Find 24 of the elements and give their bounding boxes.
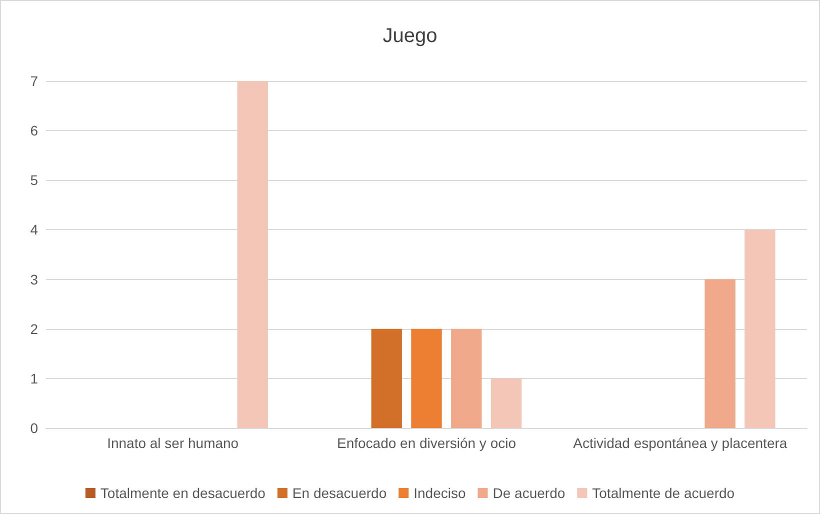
- bar: [371, 328, 402, 428]
- legend-label: Totalmente de acuerdo: [592, 485, 735, 501]
- y-tick-label: 5: [30, 172, 38, 188]
- chart-title: Juego: [382, 25, 438, 47]
- legend-label: En desacuerdo: [292, 485, 387, 501]
- y-tick-label: 0: [30, 420, 38, 436]
- y-tick-label: 7: [30, 73, 38, 89]
- legend-label: Totalmente en desacuerdo: [100, 485, 266, 501]
- legend-label: Indeciso: [414, 485, 466, 501]
- legend-label: De acuerdo: [492, 485, 566, 501]
- y-tick-label: 4: [30, 222, 38, 238]
- y-tick-label: 6: [30, 122, 38, 139]
- bar: [490, 378, 522, 428]
- bar: [411, 328, 442, 428]
- y-tick-label: 3: [30, 271, 38, 288]
- bar: [744, 230, 776, 428]
- x-tick-label: Actividad espontánea y placentera: [573, 435, 788, 451]
- bar: [704, 279, 736, 428]
- bar: [237, 81, 268, 428]
- bar: [451, 328, 482, 428]
- y-tick-label: 1: [30, 370, 38, 386]
- x-tick-label: Innato al ser humano: [107, 435, 239, 451]
- y-tick-label: 2: [30, 320, 38, 337]
- x-tick-label: Enfocado en diversión y ocio: [337, 435, 516, 451]
